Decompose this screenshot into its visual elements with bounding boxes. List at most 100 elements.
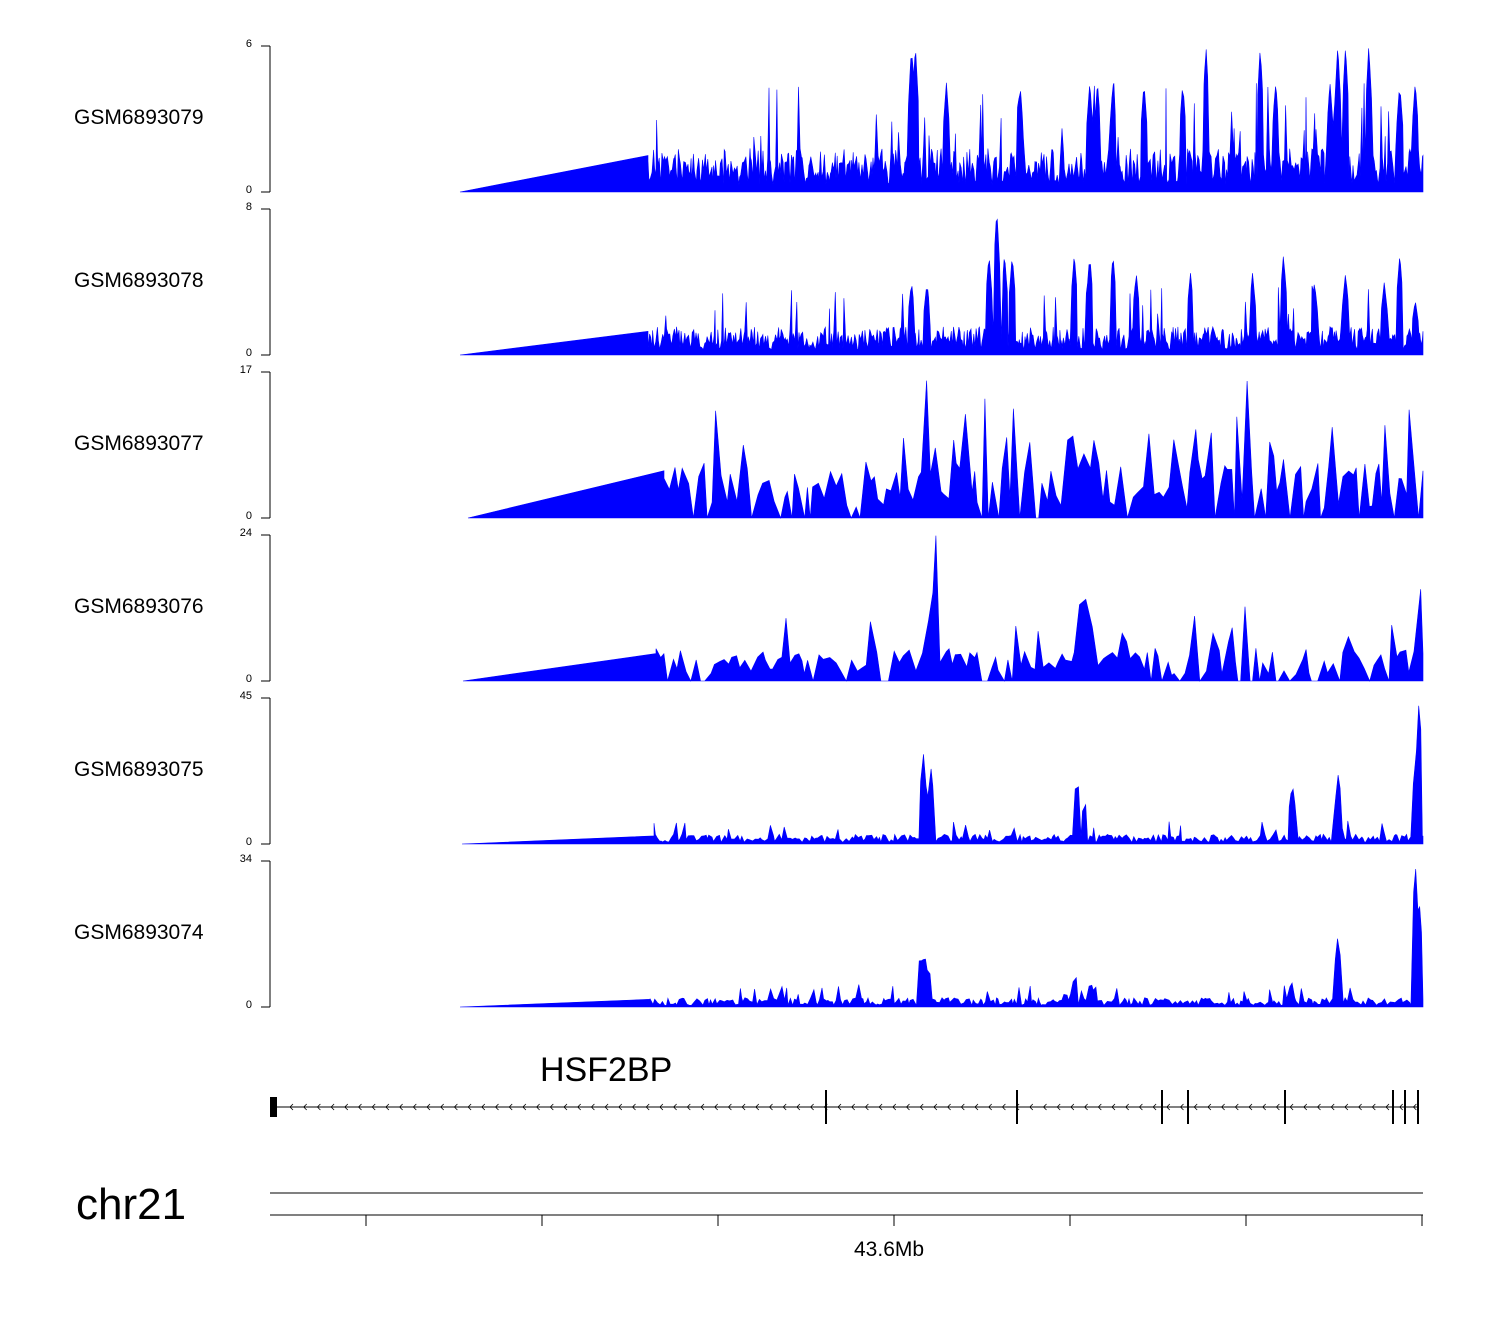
strand-arrow — [905, 1103, 910, 1111]
strand-arrow — [741, 1103, 746, 1111]
strand-arrow — [1111, 1103, 1116, 1111]
strand-arrow — [782, 1103, 787, 1111]
strand-arrow — [494, 1103, 499, 1111]
strand-arrow — [645, 1103, 650, 1111]
strand-arrow — [1166, 1103, 1171, 1111]
strand-arrow — [357, 1103, 362, 1111]
strand-arrow — [810, 1103, 814, 1111]
strand-arrow — [577, 1103, 581, 1111]
strand-arrow — [549, 1103, 554, 1111]
y-axis-min-label: 0 — [245, 510, 252, 522]
strand-arrow — [837, 1103, 842, 1111]
strand-arrow — [1152, 1103, 1157, 1111]
gene-name-label: HSF2BP — [540, 1051, 673, 1089]
strand-arrow — [1001, 1103, 1006, 1111]
y-axis-max-label: 34 — [239, 853, 252, 865]
strand-arrow — [330, 1103, 335, 1111]
track-label: GSM6893077 — [74, 432, 204, 455]
y-axis-min-label: 0 — [245, 673, 252, 685]
strand-arrow — [604, 1103, 609, 1111]
track-label: GSM6893075 — [74, 758, 204, 781]
strand-arrow — [1193, 1103, 1198, 1111]
track-label: GSM6893078 — [74, 269, 204, 292]
strand-arrow — [1412, 1103, 1417, 1111]
track-label: GSM6893079 — [74, 106, 204, 129]
coverage-area — [459, 48, 1424, 193]
coverage-area — [459, 868, 1424, 1008]
strand-arrow — [1275, 1103, 1280, 1111]
strand-arrow — [1358, 1103, 1362, 1111]
track-label: GSM6893076 — [74, 595, 204, 618]
strand-arrow — [796, 1103, 801, 1111]
y-axis-min-label: 0 — [245, 347, 252, 359]
strand-arrow — [590, 1103, 595, 1111]
coverage-area — [467, 380, 1424, 520]
strand-arrow — [673, 1103, 677, 1111]
strand-arrow — [947, 1103, 951, 1111]
strand-arrow — [700, 1103, 705, 1111]
strand-arrow — [303, 1103, 307, 1111]
strand-arrow — [1221, 1103, 1225, 1111]
strand-arrow — [371, 1103, 376, 1111]
strand-arrow — [960, 1103, 965, 1111]
y-axis-max-label: 6 — [245, 38, 252, 50]
strand-arrow — [659, 1103, 664, 1111]
strand-arrow — [522, 1103, 527, 1111]
strand-arrow — [1385, 1103, 1390, 1111]
strand-arrow — [1179, 1103, 1184, 1111]
strand-arrow — [933, 1103, 938, 1111]
strand-arrow — [864, 1103, 869, 1111]
strand-arrow — [1070, 1103, 1075, 1111]
strand-arrow — [686, 1103, 691, 1111]
strand-arrow — [1125, 1103, 1129, 1111]
strand-arrow — [727, 1103, 732, 1111]
strand-arrow — [768, 1103, 773, 1111]
y-axis-min-label: 0 — [245, 836, 252, 848]
strand-arrow — [1399, 1103, 1403, 1111]
strand-arrow — [823, 1103, 828, 1111]
track-label: GSM6893074 — [74, 921, 204, 944]
chromosome-label: chr21 — [76, 1180, 187, 1229]
strand-arrow — [1015, 1103, 1020, 1111]
strand-arrow — [1330, 1103, 1335, 1111]
strand-arrow — [618, 1103, 623, 1111]
coverage-area — [462, 535, 1424, 682]
strand-arrow — [1084, 1103, 1088, 1111]
strand-arrow — [1234, 1103, 1239, 1111]
strand-arrow — [1344, 1103, 1349, 1111]
strand-arrow — [481, 1103, 486, 1111]
y-axis-max-label: 17 — [239, 364, 252, 376]
strand-arrow — [412, 1103, 417, 1111]
strand-arrow — [385, 1103, 390, 1111]
strand-arrow — [631, 1103, 636, 1111]
strand-arrow — [453, 1103, 458, 1111]
strand-arrow — [1097, 1103, 1102, 1111]
strand-arrow — [1371, 1103, 1376, 1111]
coverage-area — [459, 218, 1424, 356]
strand-arrow — [1056, 1103, 1061, 1111]
strand-arrow — [851, 1103, 855, 1111]
strand-arrow — [440, 1103, 444, 1111]
y-axis-max-label: 8 — [245, 201, 252, 213]
y-axis-min-label: 0 — [245, 184, 252, 196]
strand-arrow — [508, 1103, 513, 1111]
strand-arrow — [426, 1103, 431, 1111]
strand-arrow — [1316, 1103, 1321, 1111]
strand-arrow — [878, 1103, 883, 1111]
strand-arrow — [399, 1103, 403, 1111]
strand-arrow — [289, 1103, 294, 1111]
strand-arrow — [536, 1103, 540, 1111]
strand-arrow — [1029, 1103, 1034, 1111]
strand-arrow — [1042, 1103, 1047, 1111]
strand-arrow — [714, 1103, 718, 1111]
strand-arrow — [1289, 1103, 1294, 1111]
strand-arrow — [467, 1103, 472, 1111]
strand-arrow — [1248, 1103, 1253, 1111]
strand-arrow — [892, 1103, 897, 1111]
strand-arrow — [1138, 1103, 1143, 1111]
strand-arrow — [974, 1103, 979, 1111]
y-axis-max-label: 24 — [239, 527, 252, 539]
strand-arrow — [316, 1103, 321, 1111]
